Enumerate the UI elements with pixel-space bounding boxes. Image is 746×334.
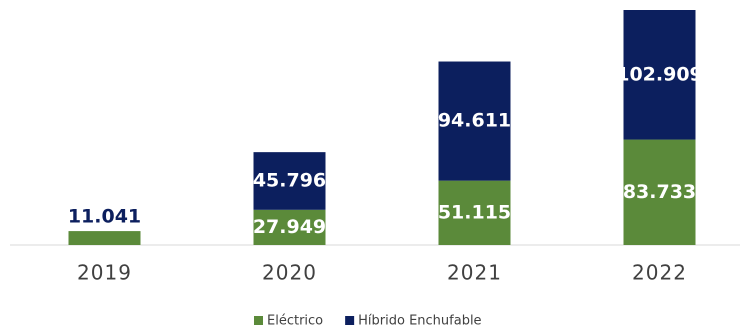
bar-segment xyxy=(623,10,696,140)
bar-segment xyxy=(438,61,511,181)
bar-segment xyxy=(623,139,696,245)
x-tick-label: 2022 xyxy=(632,261,687,285)
value-label: 94.611 xyxy=(438,110,511,132)
bar-segment xyxy=(253,152,326,210)
value-label: 11.041 xyxy=(68,206,141,228)
bar-segment xyxy=(438,180,511,245)
value-label: 27.949 xyxy=(253,216,326,238)
legend-swatch xyxy=(345,316,355,325)
x-tick-label: 2021 xyxy=(447,261,502,285)
value-label: 45.796 xyxy=(253,169,326,191)
bar-segment xyxy=(68,231,141,245)
value-label: 51.115 xyxy=(438,201,511,223)
x-tick-label: 2020 xyxy=(262,261,317,285)
legend-label: Eléctrico xyxy=(267,314,323,329)
legend-label: Híbrido Enchufable xyxy=(358,314,481,329)
x-tick-label: 2019 xyxy=(77,261,132,285)
value-label: 102.909 xyxy=(616,63,703,85)
value-label: 83.733 xyxy=(623,181,696,203)
bar-segment xyxy=(253,209,326,245)
legend-swatch xyxy=(254,316,263,325)
